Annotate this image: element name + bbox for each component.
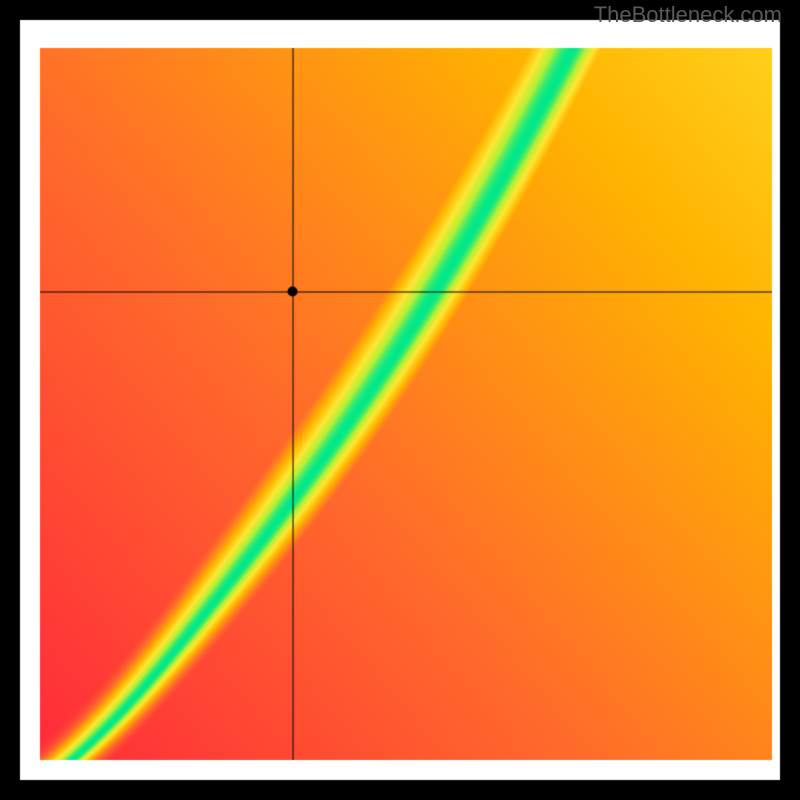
chart-container: TheBottleneck.com xyxy=(0,0,800,800)
watermark-text: TheBottleneck.com xyxy=(594,2,782,28)
bottleneck-heatmap xyxy=(0,0,800,800)
